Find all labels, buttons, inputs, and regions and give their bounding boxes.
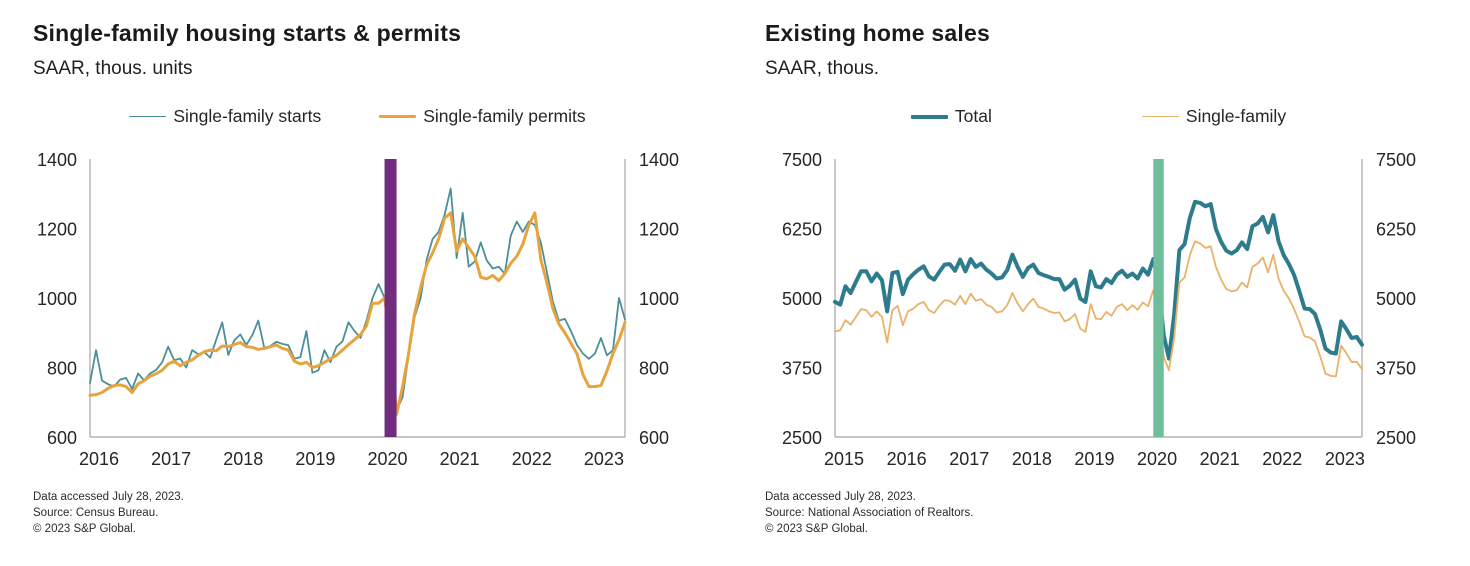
svg-text:5000: 5000 [782,289,822,309]
existing-home-sales-plot: 2500 2500 3750 3750 5000 5000 6250 6250 7500 7500… [782,150,1416,469]
footnote-source: Source: Census Bureau. [33,507,159,519]
svg-text:2019: 2019 [1074,449,1114,469]
legend-label-permits: Single-family permits [423,106,586,126]
footnote-data-accessed: Data accessed July 28, 2023. [765,491,916,503]
svg-text:2018: 2018 [223,449,263,469]
starts-line-swatch [129,115,167,118]
svg-text:1400: 1400 [37,150,77,170]
svg-text:2023: 2023 [584,449,624,469]
svg-text:2017: 2017 [151,449,191,469]
legend-item-total: Total [910,106,992,127]
legend-item-starts: Single-family starts [129,106,321,127]
legend-label-starts: Single-family starts [173,106,322,126]
svg-text:600: 600 [639,428,669,448]
svg-text:2022: 2022 [1262,449,1302,469]
svg-text:2023: 2023 [1325,449,1365,469]
svg-text:7500: 7500 [782,150,822,170]
svg-text:2016: 2016 [79,449,119,469]
legend-label-single-family: Single-family [1185,106,1287,126]
svg-text:2021: 2021 [440,449,480,469]
svg-text:2017: 2017 [949,449,989,469]
starts-permits-panel: Single-family housing starts & permits S… [33,20,679,537]
footnote-copyright: © 2023 S&P Global. [765,523,868,535]
svg-text:3750: 3750 [1376,359,1416,379]
svg-text:5000: 5000 [1376,289,1416,309]
svg-text:1000: 1000 [639,289,679,309]
existing-home-sales-panel: Existing home sales SAAR, thous. Total S… [735,0,1470,566]
chart-footnotes: Data accessed July 28, 2023. Source: Nat… [765,489,973,537]
chart-legend: Total Single-family [835,106,1362,127]
chart-title: Single-family housing starts & permits [33,20,462,46]
svg-text:1000: 1000 [37,289,77,309]
legend-label-total: Total [954,106,992,126]
footnote-data-accessed: Data accessed July 28, 2023. [33,491,184,503]
svg-text:2500: 2500 [782,428,822,448]
svg-text:2500: 2500 [1376,428,1416,448]
svg-text:6250: 6250 [1376,220,1416,240]
svg-text:2021: 2021 [1200,449,1240,469]
footnote-source: Source: National Association of Realtors… [765,507,974,519]
legend-item-single-family: Single-family [1141,106,1287,127]
svg-text:1200: 1200 [639,220,679,240]
svg-text:3750: 3750 [782,359,822,379]
single-family-line-swatch [1141,115,1179,118]
chart-footnotes: Data accessed July 28, 2023. Source: Cen… [33,489,184,537]
svg-text:2016: 2016 [887,449,927,469]
footnote-copyright: © 2023 S&P Global. [33,523,136,535]
starts-permits-plot: 600 600 800 800 1000 1000 1200 1200 1400 1400 2016… [37,150,679,469]
svg-text:2020: 2020 [1137,449,1177,469]
svg-text:1400: 1400 [639,150,679,170]
svg-text:6250: 6250 [782,220,822,240]
svg-text:2018: 2018 [1012,449,1052,469]
svg-text:600: 600 [47,428,77,448]
svg-text:2020: 2020 [368,449,408,469]
svg-text:800: 800 [639,359,669,379]
permits-line-swatch [379,115,417,118]
svg-text:1200: 1200 [37,220,77,240]
svg-text:800: 800 [47,359,77,379]
legend-item-permits: Single-family permits [379,106,586,127]
total-line-swatch [910,114,948,119]
svg-text:7500: 7500 [1376,150,1416,170]
chart-subtitle: SAAR, thous. units [33,58,193,79]
svg-text:2022: 2022 [512,449,552,469]
chart-legend: Single-family starts Single-family permi… [90,106,625,127]
chart-subtitle: SAAR, thous. [765,58,880,79]
svg-text:2015: 2015 [824,449,864,469]
chart-title: Existing home sales [765,20,990,46]
svg-text:2019: 2019 [295,449,335,469]
